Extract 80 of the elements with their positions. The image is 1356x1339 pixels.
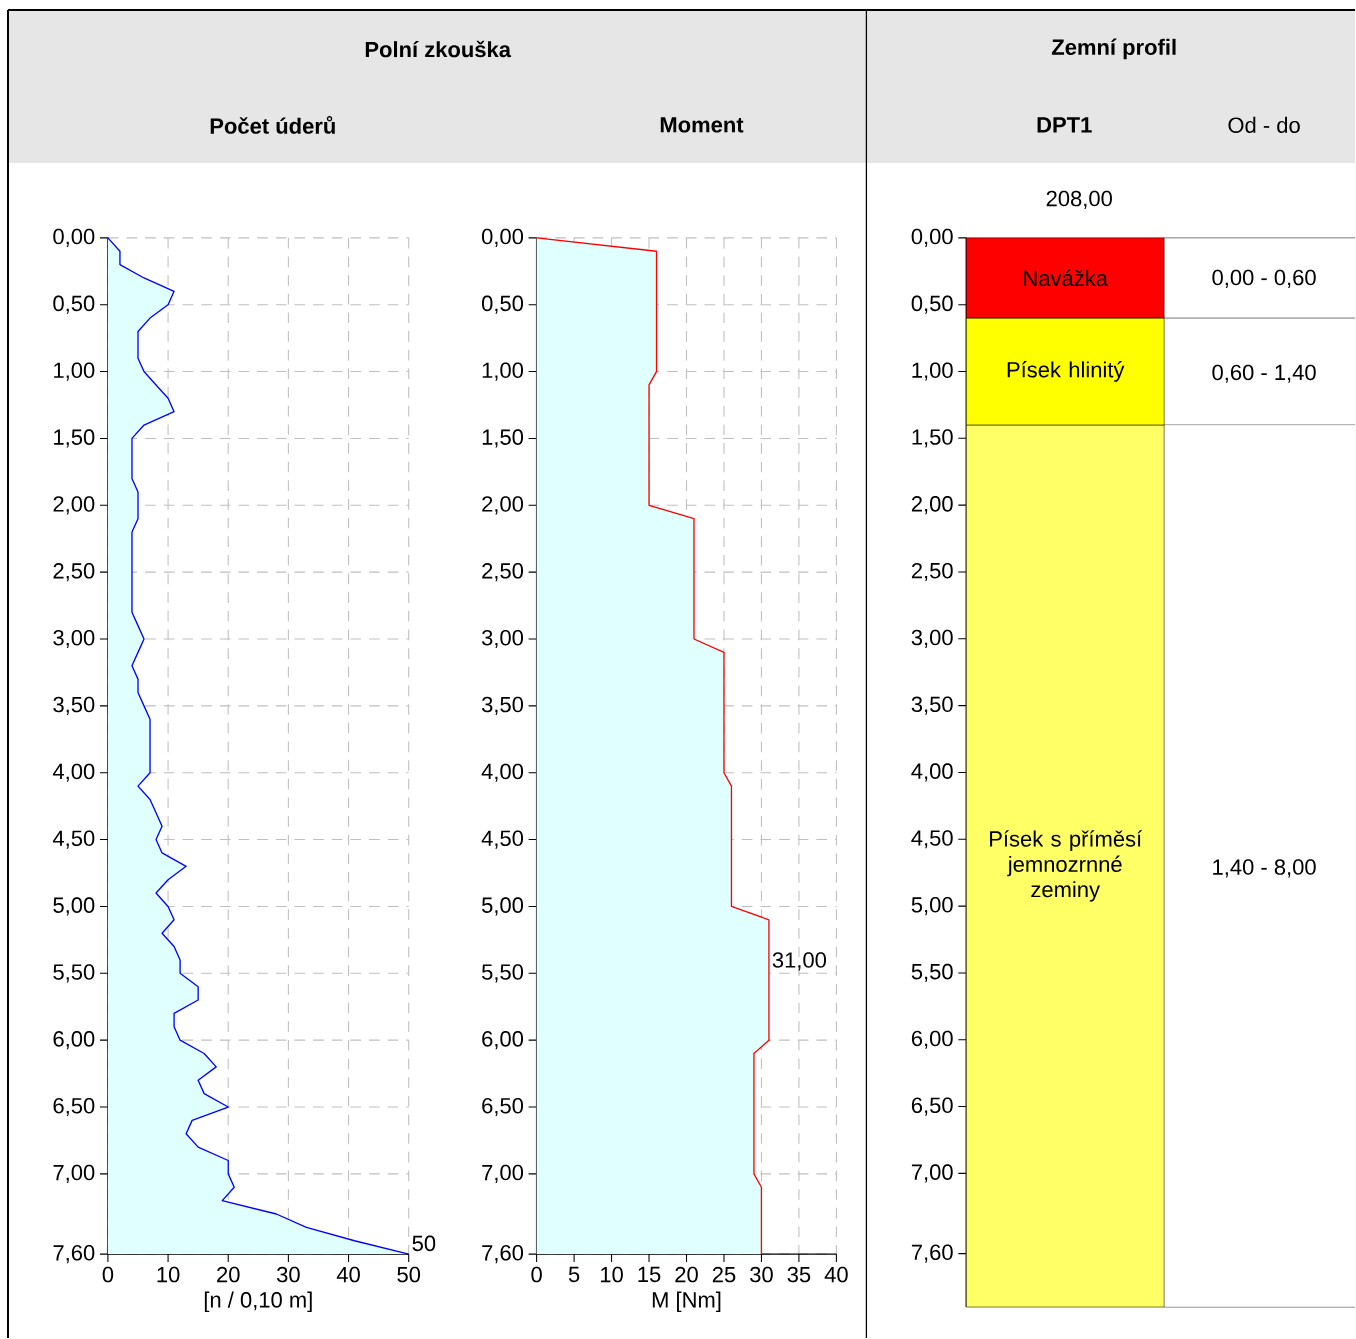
y-tick-label: 2,50 bbox=[911, 562, 953, 582]
y-tick-label: 7,60 bbox=[482, 1245, 524, 1264]
series-label: Písek s příměsí jemnozrnné zeminy bbox=[990, 830, 1143, 902]
y-tick-label: 0,50 bbox=[911, 295, 953, 314]
y-tick-label: 0,00 bbox=[911, 228, 953, 247]
y-tick-label: 4,00 bbox=[52, 763, 95, 782]
y-tick-label: 2,00 bbox=[482, 496, 524, 515]
x-tick-label: 10 bbox=[157, 1266, 180, 1283]
y-tick-label: 3,50 bbox=[481, 696, 524, 715]
y-tick-label: 0,00 bbox=[53, 228, 95, 247]
y-tick-label: 2,00 bbox=[53, 496, 95, 515]
text: 208,00 bbox=[1046, 190, 1112, 209]
x-tick-label: 30 bbox=[277, 1266, 300, 1283]
y-tick-label: 2,00 bbox=[911, 496, 953, 515]
annotation: 31,00 bbox=[772, 952, 827, 971]
y-tick-label: 1,50 bbox=[482, 429, 524, 448]
x-tick-label: 20 bbox=[675, 1266, 698, 1283]
y-tick-label: 7,00 bbox=[482, 1164, 524, 1183]
y-tick-label: 6,50 bbox=[911, 1097, 953, 1116]
y-tick-label: 2,50 bbox=[482, 563, 524, 582]
x-tick-label: 35 bbox=[787, 1266, 811, 1283]
chart-subtitle: Počet úderů bbox=[210, 116, 335, 134]
y-tick-label: 4,50 bbox=[52, 830, 95, 849]
y-tick-label: 3,00 bbox=[911, 629, 953, 648]
y-tick-label: 3,50 bbox=[53, 696, 95, 715]
y-tick-label: 0,50 bbox=[481, 295, 524, 314]
y-tick-label: 1,50 bbox=[912, 429, 953, 448]
y-tick-label: 5,00 bbox=[911, 897, 953, 916]
x-tick-label: 10 bbox=[601, 1266, 623, 1283]
chart-title: Zemní profil bbox=[1051, 38, 1176, 60]
y-tick-label: 1,50 bbox=[54, 429, 95, 448]
x-tick-label: 5 bbox=[568, 1266, 580, 1283]
y-tick-label: 1,00 bbox=[482, 362, 524, 381]
y-tick-label: 4,00 bbox=[911, 763, 953, 782]
x-tick-label: 0 bbox=[531, 1266, 542, 1283]
y-tick-label: 1,00 bbox=[54, 362, 95, 381]
y-tick-label: 5,00 bbox=[482, 897, 524, 916]
y-tick-label: 0,50 bbox=[53, 295, 95, 314]
y-tick-label: 4,50 bbox=[911, 830, 953, 849]
x-tick-label: 15 bbox=[638, 1266, 661, 1283]
y-tick-label: 6,50 bbox=[482, 1097, 524, 1117]
y-tick-label: 5,00 bbox=[53, 897, 95, 916]
text: 0,60 - 1,40 bbox=[1212, 364, 1316, 383]
y-tick-label: 6,50 bbox=[53, 1097, 95, 1117]
y-tick-label: 5,50 bbox=[482, 964, 524, 983]
series-label: Písek hlinitý bbox=[1007, 361, 1125, 382]
y-tick-label: 6,00 bbox=[482, 1031, 524, 1050]
text: 1,40 - 8,00 bbox=[1213, 859, 1316, 878]
x-tick-label: 30 bbox=[750, 1266, 773, 1283]
y-tick-label: 0,00 bbox=[481, 228, 524, 247]
y-tick-label: 3,50 bbox=[911, 696, 953, 715]
annotation: 50 bbox=[412, 1235, 436, 1252]
y-tick-label: 5,50 bbox=[53, 964, 95, 983]
y-tick-label: 7,00 bbox=[911, 1164, 953, 1183]
x-axis-title: [n / 0,10 m] bbox=[204, 1291, 312, 1313]
x-tick-label: 20 bbox=[217, 1266, 240, 1283]
series-label: Navážka bbox=[1024, 269, 1108, 287]
x-tick-label: 25 bbox=[712, 1266, 736, 1283]
chart-subtitle: Moment bbox=[660, 117, 744, 133]
x-tick-label: 40 bbox=[824, 1266, 848, 1283]
y-tick-label: 7,60 bbox=[911, 1244, 953, 1263]
y-tick-label: 5,50 bbox=[911, 963, 953, 983]
y-tick-label: 1,00 bbox=[912, 362, 953, 381]
y-tick-label: 6,00 bbox=[911, 1030, 953, 1049]
y-tick-label: 7,60 bbox=[53, 1245, 95, 1264]
y-tick-label: 7,00 bbox=[53, 1164, 95, 1183]
text: Od - do bbox=[1228, 116, 1300, 133]
y-tick-label: 3,00 bbox=[53, 629, 95, 649]
chart-subtitle: DPT1 bbox=[1037, 117, 1092, 133]
x-tick-label: 50 bbox=[397, 1266, 421, 1283]
x-axis-title: M [Nm] bbox=[652, 1291, 721, 1313]
y-tick-label: 4,50 bbox=[481, 830, 524, 849]
y-tick-label: 4,00 bbox=[481, 763, 524, 782]
text: 0,00 - 0,60 bbox=[1212, 269, 1316, 288]
x-tick-label: 0 bbox=[102, 1266, 114, 1283]
chart-title: Polní zkouška bbox=[365, 40, 512, 58]
x-tick-label: 40 bbox=[336, 1266, 360, 1283]
y-tick-label: 3,00 bbox=[481, 629, 524, 649]
y-tick-label: 2,50 bbox=[53, 563, 95, 582]
y-tick-label: 6,00 bbox=[53, 1031, 95, 1050]
